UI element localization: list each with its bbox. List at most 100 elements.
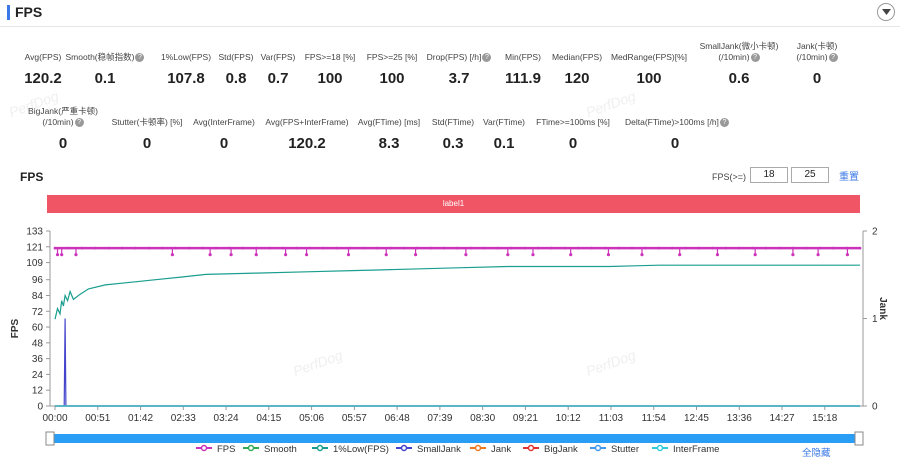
stat-cell: 1%Low(FPS) 107.8 <box>136 52 236 87</box>
stat-label: Std(FPS) <box>186 52 286 63</box>
stat-value: 0 <box>568 135 578 152</box>
legend-item[interactable]: 1%Low(FPS) <box>312 444 389 455</box>
series-fps[interactable] <box>53 246 862 257</box>
time-range-handle-right[interactable] <box>854 431 864 446</box>
help-icon[interactable]: ? <box>828 53 838 63</box>
fps-point <box>818 246 822 250</box>
y-tick-label: 12 <box>32 386 44 397</box>
fps-dip-point <box>464 253 468 257</box>
help-icon[interactable]: ? <box>135 53 145 63</box>
series-1-low-fps-[interactable] <box>54 264 860 320</box>
stat-cell: Avg(FPS) 120.2 <box>0 52 93 87</box>
fps-point <box>697 246 701 250</box>
fps-point <box>187 246 191 250</box>
legend-swatch <box>652 444 668 455</box>
chevron-down-icon <box>882 9 891 15</box>
fps-dip-point <box>346 253 351 257</box>
legend-swatch <box>396 444 412 455</box>
reset-button[interactable]: 重置 <box>839 172 859 183</box>
fps-point <box>496 246 500 250</box>
legend-label: FPS <box>217 444 236 456</box>
stat-cell: BigJank(严重卡顿) (/10min)? 0 <box>13 106 113 152</box>
legend-item[interactable]: Stutter <box>590 444 639 455</box>
stat-value: 8.3 <box>378 135 400 152</box>
y-tick-label: 24 <box>32 370 44 381</box>
stat-cell: Avg(FPS+InterFrame) 120.2 <box>257 117 357 152</box>
stat-label: Median(FPS) <box>527 52 627 63</box>
legend-item[interactable]: InterFrame <box>652 444 719 455</box>
y-tick-label: 48 <box>32 338 44 349</box>
legend-item[interactable]: SmallJank <box>396 444 461 455</box>
time-range-handle-left[interactable] <box>45 431 55 446</box>
y-axis-title: FPS <box>10 318 21 338</box>
legend-swatch <box>590 444 606 455</box>
stat-label-text: SmallJank(微小卡顿) <box>699 41 779 51</box>
stat-label-sub: (/10min)? <box>13 117 113 128</box>
stat-label: Std(FTime) <box>403 117 503 128</box>
fps-point <box>617 246 620 250</box>
stat-value: 0.7 <box>267 70 289 87</box>
y-tick-label: 109 <box>26 258 43 269</box>
legend-swatch <box>196 444 212 455</box>
stat-value: 120.2 <box>24 70 62 87</box>
time-range-slider-track[interactable] <box>48 434 859 443</box>
fps-point <box>281 246 285 250</box>
stat-label-text: Stutter(卡顿率) [%] <box>111 117 183 127</box>
stat-label-sub: (/10min)? <box>689 52 789 63</box>
label-bar[interactable]: label1 <box>47 195 860 213</box>
fps-dip-point <box>640 253 644 257</box>
fps-dip-point <box>753 253 757 257</box>
stat-label-text: FPS>=25 [%] <box>366 52 418 62</box>
stat-value: 0.8 <box>225 70 247 87</box>
legend-label: SmallJank <box>417 444 461 456</box>
threshold-input-1[interactable]: 18 <box>750 167 788 183</box>
hide-all-button[interactable]: 全隐藏 <box>802 448 831 459</box>
stat-cell: Median(FPS) 120 <box>527 52 627 87</box>
fps-dip-point <box>55 253 60 257</box>
x-tick-label: 06:48 <box>385 413 410 424</box>
stat-label: FPS>=25 [%] <box>342 52 442 63</box>
x-tick-label: 04:15 <box>256 413 281 424</box>
fps-point <box>590 246 594 250</box>
x-tick-label: 11:03 <box>599 413 624 424</box>
help-icon[interactable]: ? <box>74 118 84 128</box>
help-icon[interactable]: ? <box>719 118 729 128</box>
stat-cell: MedRange(FPS)[%] 100 <box>599 52 699 87</box>
fps-dip-point <box>845 253 850 257</box>
stat-label: Min(FPS) <box>473 52 573 63</box>
legend-label: Stutter <box>611 444 639 456</box>
fps-point <box>657 246 661 250</box>
fps-dip-point <box>254 253 258 257</box>
stat-value: 3.7 <box>448 70 470 87</box>
fps-point <box>107 246 111 250</box>
y-tick-label: 36 <box>32 354 44 365</box>
fps-point <box>845 246 848 250</box>
series-smalljank[interactable] <box>55 318 860 407</box>
x-tick-label: 01:42 <box>128 413 153 424</box>
y-tick-label: 0 <box>37 402 43 413</box>
collapse-button[interactable] <box>877 3 895 21</box>
stat-value: 0 <box>58 135 68 152</box>
fps-point <box>335 246 339 250</box>
stat-cell: FPS>=18 [%] 100 <box>280 52 380 87</box>
help-icon[interactable]: ? <box>750 53 760 63</box>
threshold-input-2[interactable]: 25 <box>791 167 829 183</box>
stat-label: Avg(FPS+InterFrame) <box>257 117 357 128</box>
stat-value: 120.2 <box>288 135 326 152</box>
fps-point <box>362 246 365 250</box>
legend-item[interactable]: FPS <box>196 444 235 455</box>
fps-dip-point <box>413 253 418 257</box>
fps-point <box>53 246 57 250</box>
stat-label: Smooth(稳帧指数)? <box>55 52 155 63</box>
fps-point <box>482 246 486 250</box>
legend-item[interactable]: BigJank <box>523 444 578 455</box>
stat-cell: Min(FPS) 111.9 <box>473 52 573 87</box>
stat-label-text: Drop(FPS) [/h] <box>426 52 482 62</box>
stat-label: Avg(FPS) <box>0 52 93 63</box>
legend-item[interactable]: Jank <box>470 444 511 455</box>
stat-label-text: 1%Low(FPS) <box>160 52 212 62</box>
fps-point <box>751 246 755 250</box>
legend-item[interactable]: Smooth <box>243 444 297 455</box>
help-icon[interactable]: ? <box>482 53 492 63</box>
